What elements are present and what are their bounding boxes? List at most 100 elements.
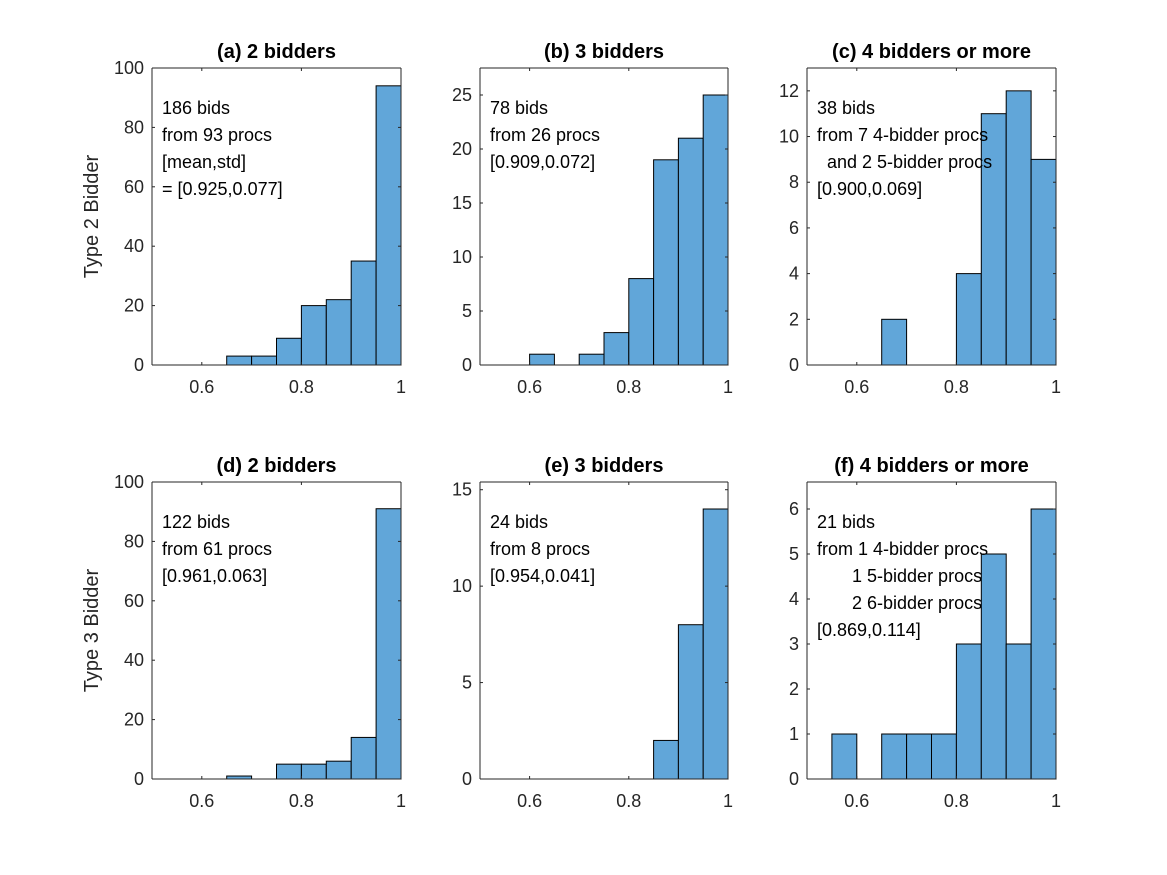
annotation-line: [mean,std] [162,152,246,172]
y-tick-label: 0 [789,769,799,789]
annotation-line: [0.961,0.063] [162,566,267,586]
histogram-bar [628,278,655,366]
y-tick-label: 80 [124,117,144,137]
x-tick-label: 0.8 [289,791,314,811]
x-tick-label: 1 [1051,377,1061,397]
annotation-line: 78 bids [490,98,548,118]
histogram-bar [251,355,278,366]
y-tick-label: 10 [452,576,472,596]
y-tick-label: 0 [134,769,144,789]
x-tick-label: 0.8 [944,377,969,397]
annotation-line: = [0.925,0.077] [162,179,283,199]
annotation-line: from 61 procs [162,539,272,559]
histogram-bar [375,508,402,780]
y-tick-label: 80 [124,531,144,551]
annotation-line: 24 bids [490,512,548,532]
y-tick-label: 4 [789,264,799,284]
x-tick-label: 0.8 [616,791,641,811]
y-tick-label: 0 [789,355,799,375]
y-tick-label: 100 [114,58,144,78]
annotation-line: 38 bids [817,98,875,118]
histogram-bar [955,643,982,780]
x-tick-label: 1 [1051,791,1061,811]
histogram-bar [702,94,729,366]
annotation-line: [0.900,0.069] [817,179,922,199]
chart-title: (b) 3 bidders [544,41,664,63]
y-tick-label: 5 [462,301,472,321]
annotation-line: from 26 procs [490,125,600,145]
panel-f: 0 1 2 3 4 5 6 0.6 0.8 1 (f) 4 bidders or more 21 bi… [789,455,1061,811]
x-tick-label: 1 [396,791,406,811]
annotation-line: 1 5-bidder procs [817,566,982,586]
annotation-line: from 7 4-bidder procs [817,125,988,145]
y-axis-label: Type 3 Bidder [81,568,103,692]
y-tick-label: 0 [462,769,472,789]
panel-d: 0 20 40 60 80 100 0.6 0.8 1 (d) 2 bidders Type 3 B… [81,455,406,811]
histogram-bar [350,736,377,780]
annotation-line: 21 bids [817,512,875,532]
x-tick-label: 0.6 [517,377,542,397]
histogram-bar [1030,508,1057,780]
panel-a: 0 20 40 60 80 100 0.6 0.8 1 (a) 2 bidders Type 2 B… [81,41,406,397]
histogram-bar [226,355,253,366]
y-tick-label: 1 [789,724,799,744]
histogram-bar [955,273,982,366]
annotation-line: 2 6-bidder procs [817,593,982,613]
histogram-bar [350,260,377,366]
histogram-bar [603,332,630,366]
x-tick-label: 0.6 [844,377,869,397]
y-tick-label: 10 [452,247,472,267]
x-tick-label: 0.8 [944,791,969,811]
y-axis-label: Type 2 Bidder [81,154,103,278]
histogram-bar [1005,90,1032,366]
histogram-bar [1030,158,1057,366]
histogram-bar [653,159,679,366]
y-tick-label: 5 [462,673,472,693]
y-tick-label: 5 [789,544,799,564]
y-tick-label: 6 [789,218,799,238]
y-tick-label: 10 [779,127,799,147]
x-tick-label: 0.6 [189,791,214,811]
histogram-bar [578,353,605,366]
y-tick-label: 25 [452,85,472,105]
histogram-bar [881,733,908,780]
annotation-line: 186 bids [162,98,230,118]
x-tick-label: 0.8 [616,377,641,397]
annotation-line: from 1 4-bidder procs [817,539,988,559]
annotation-line: [0.869,0.114] [817,620,921,640]
annotation-line: [0.909,0.072] [490,152,595,172]
annotation-line: from 8 procs [490,539,590,559]
histogram-bar [276,763,302,780]
histogram-bar [325,299,352,366]
histogram-bar [1005,643,1032,780]
histogram-bar [325,760,352,780]
histogram-bar [529,353,555,366]
y-tick-label: 100 [114,472,144,492]
histogram-bar [300,763,327,780]
y-tick-label: 0 [134,355,144,375]
chart-title: (c) 4 bidders or more [832,41,1031,63]
y-tick-label: 2 [789,679,799,699]
histogram-bar [881,318,908,366]
histogram-bar [906,733,932,780]
y-tick-label: 60 [124,591,144,611]
y-tick-label: 15 [452,480,472,500]
x-tick-label: 0.6 [189,377,214,397]
histogram-bar [276,337,302,366]
chart-title: (d) 2 bidders [216,455,336,477]
annotation-line: 122 bids [162,512,230,532]
panel-c: 0 2 4 6 8 10 12 0.6 0.8 1 (c) 4 bidders or more 38 … [779,41,1061,397]
histogram-bar [980,553,1007,780]
x-tick-label: 0.6 [517,791,542,811]
histogram-bar [653,739,679,780]
y-tick-label: 20 [124,710,144,730]
panel-e: 0 5 10 15 0.6 0.8 1 (e) 3 bidders 24 bids from 8 … [452,455,733,811]
y-tick-label: 4 [789,589,799,609]
y-tick-label: 40 [124,650,144,670]
panel-b: 0 5 10 15 20 25 0.6 0.8 1 (b) 3 bidders 78 bids fro… [452,41,733,397]
y-tick-label: 12 [779,81,799,101]
histogram-bar [677,137,704,366]
y-tick-label: 20 [124,296,144,316]
histogram-bar [677,624,704,780]
